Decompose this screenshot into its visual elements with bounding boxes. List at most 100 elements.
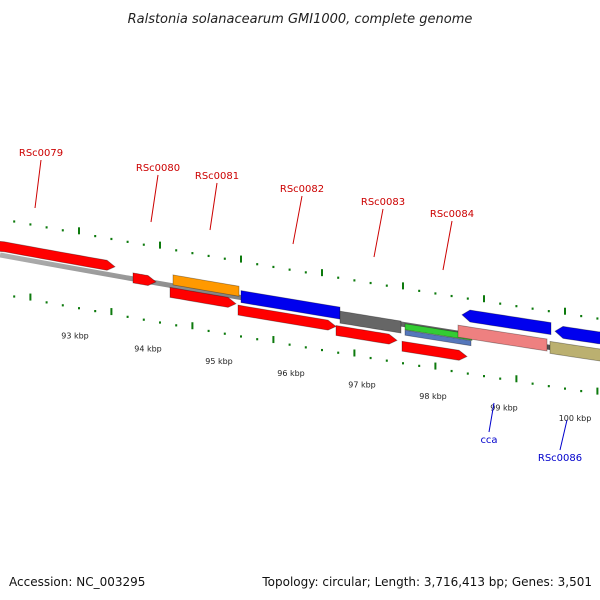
minus-strand-tick-track: [13, 293, 599, 395]
feature-rsc0083: [339, 310, 402, 334]
leader-line-rsc0081: [209, 182, 218, 231]
feature-cca: [457, 324, 548, 352]
minor-tick: [61, 229, 64, 232]
minor-tick: [321, 348, 323, 352]
gene-label-rsc0082: RSc0082: [280, 184, 324, 195]
gene-label-rsc0083: RSc0083: [361, 197, 405, 208]
minor-tick: [580, 389, 583, 393]
leader-line-cca: [488, 402, 495, 433]
minor-tick: [499, 302, 502, 305]
minor-tick: [288, 343, 291, 346]
minor-tick: [418, 289, 421, 292]
minor-tick: [450, 369, 453, 373]
leader-line-rsc0082: [292, 195, 303, 245]
kbp-label-3: 95 kbp: [205, 357, 233, 366]
major-tick: [564, 307, 566, 315]
feature-plus-inner-3: [335, 324, 398, 345]
minor-tick: [175, 249, 178, 252]
gene-label-cca: cca: [480, 435, 497, 446]
minor-tick: [126, 240, 129, 243]
major-tick: [191, 322, 194, 330]
gene-label-rsc0086: RSc0086: [538, 453, 582, 464]
leader-line-rsc0083: [373, 208, 384, 258]
kbp-label-5: 97 kbp: [348, 381, 376, 390]
genome-title: Ralstonia solanacearum GMI1000, complete…: [128, 12, 473, 27]
minor-tick: [304, 271, 307, 274]
map-layer: 93 kbp 94 kbp 95 kbp 96 kbp 97 kbp 98 kbp 99 k…: [0, 148, 600, 464]
feature-rsc0084-subtrack: [404, 329, 472, 347]
major-tick: [353, 349, 356, 357]
minor-tick: [94, 310, 97, 313]
minor-tick: [13, 220, 16, 223]
minor-tick: [45, 301, 48, 304]
minor-tick: [175, 324, 178, 327]
minor-tick: [126, 315, 129, 318]
minor-tick: [450, 294, 453, 298]
kbp-label-4: 96 kbp: [277, 369, 305, 378]
major-tick: [321, 269, 323, 277]
kbp-label-6: 98 kbp: [419, 392, 447, 401]
leader-line-rsc0080: [150, 174, 159, 223]
minor-tick: [304, 346, 307, 349]
minor-tick: [272, 265, 275, 269]
minor-tick: [369, 356, 372, 360]
minor-tick: [466, 297, 469, 300]
minor-tick: [110, 237, 113, 241]
major-tick: [515, 375, 518, 383]
gene-label-rsc0080: RSc0080: [136, 163, 180, 174]
feature-plus-inner-2: [237, 304, 337, 331]
leader-line-rsc0086: [559, 419, 568, 451]
minor-tick: [256, 338, 259, 341]
major-tick: [434, 362, 437, 370]
accession-text: Accession: NC_003295: [9, 575, 145, 589]
kbp-label-7: 99 kbp: [490, 403, 518, 412]
feature-rsc0084: [404, 323, 473, 341]
feature-plus-inner-4: [401, 340, 468, 361]
minor-tick: [499, 377, 502, 380]
minor-tick: [191, 252, 194, 255]
minor-tick: [483, 375, 485, 378]
major-tick: [240, 255, 242, 263]
minor-tick: [547, 310, 550, 313]
major-tick: [483, 295, 485, 303]
plus-strand-tick-track: [13, 220, 599, 320]
minor-tick: [385, 359, 388, 362]
minor-tick: [256, 263, 259, 266]
minor-tick: [207, 329, 210, 333]
minor-tick: [547, 385, 550, 388]
minor-tick: [564, 387, 566, 390]
major-tick: [272, 336, 275, 344]
minor-tick: [418, 364, 421, 367]
minor-tick: [515, 305, 518, 308]
minor-tick: [142, 243, 145, 246]
minor-tick: [531, 382, 534, 385]
minor-tick: [337, 351, 340, 354]
genome-summary-text: Topology: circular; Length: 3,716,413 bp…: [261, 575, 592, 589]
kbp-label-8: 100 kbp: [559, 414, 592, 423]
major-tick: [78, 227, 80, 235]
feature-rsc0081: [172, 274, 240, 297]
minor-tick: [580, 314, 583, 318]
minor-tick: [240, 335, 242, 338]
minor-tick: [29, 223, 32, 226]
minor-tick: [596, 317, 599, 320]
feature-rsc0079: [0, 241, 116, 271]
minor-tick: [45, 226, 48, 229]
feature-rsc0086: [549, 340, 600, 362]
minor-tick: [434, 292, 437, 295]
minor-tick: [466, 372, 469, 375]
kbp-label-2: 94 kbp: [134, 345, 162, 354]
major-tick: [159, 241, 161, 249]
gene-label-rsc0084: RSc0084: [430, 209, 474, 220]
feature-minus-2: [554, 325, 600, 345]
leader-line-rsc0079: [34, 159, 42, 209]
feature-rsc0080: [132, 272, 157, 286]
minor-tick: [142, 318, 145, 321]
minor-tick: [159, 321, 161, 324]
minor-tick: [223, 332, 226, 335]
minor-tick: [94, 235, 97, 238]
kbp-label-1: 93 kbp: [61, 332, 89, 341]
feature-plus-inner-1: [169, 286, 237, 308]
minor-tick: [369, 281, 372, 285]
